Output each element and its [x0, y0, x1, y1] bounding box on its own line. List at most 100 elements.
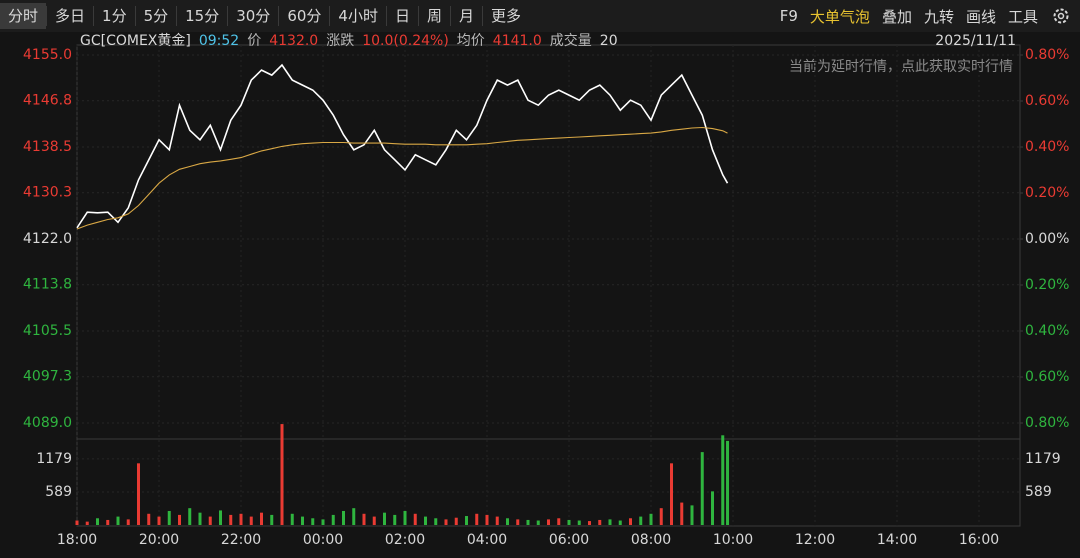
period-tab[interactable]: 周	[417, 6, 450, 26]
symbol: GC[COMEX黄金]	[80, 32, 191, 49]
y-tick-label: 4155.0	[23, 47, 72, 63]
tool-button[interactable]: F9	[779, 7, 798, 25]
delay-notice[interactable]: 当前为延时行情，点此获取实时行情	[789, 58, 1013, 75]
volume-bar	[106, 519, 110, 525]
volume-bar	[137, 463, 140, 525]
volume-tick-label-right: 1179	[1025, 451, 1061, 467]
volume-bar	[475, 513, 479, 525]
y2-tick-label: 0.20%	[1025, 185, 1069, 201]
tool-button[interactable]: 画线	[965, 7, 996, 26]
time: 09:52	[199, 33, 239, 49]
volume-bar	[598, 519, 602, 525]
period-tab[interactable]: 30分	[227, 6, 278, 26]
volume-bar	[516, 519, 520, 525]
y-tick-label: 4146.8	[23, 93, 72, 109]
volume-bar	[629, 518, 632, 525]
volume-bar	[588, 521, 591, 525]
volume-bar	[413, 513, 417, 525]
y2-tick-label: 0.20%	[1025, 277, 1069, 293]
volume-bar	[424, 516, 427, 525]
x-tick-label: 20:00	[139, 532, 179, 548]
y-tick-label: 4138.5	[23, 139, 72, 155]
tool-button[interactable]: 大单气泡	[809, 7, 870, 26]
volume-bar	[321, 519, 325, 525]
period-tab[interactable]: 多日	[46, 6, 93, 26]
period-tab[interactable]: 1分	[93, 6, 135, 26]
volume-bar	[618, 520, 622, 525]
y2-tick-label: 0.80%	[1025, 415, 1069, 431]
volume-bar	[670, 463, 673, 525]
volume-bar	[249, 516, 253, 525]
volume-bar	[372, 516, 376, 525]
price-label: 价	[247, 33, 261, 49]
y-tick-label: 4097.3	[23, 369, 72, 385]
period-tab[interactable]: 分时	[0, 3, 47, 29]
settings-icon[interactable]	[1050, 5, 1072, 27]
change-label: 涨跌	[326, 33, 354, 49]
volume-bar	[383, 512, 386, 525]
x-tick-label: 16:00	[959, 532, 999, 548]
volume-bar	[680, 502, 684, 525]
period-tab[interactable]: 60分	[278, 6, 329, 26]
volume-bar	[434, 518, 438, 525]
period-tab[interactable]: 15分	[176, 6, 227, 26]
x-tick-label: 08:00	[631, 532, 671, 548]
x-tick-label: 06:00	[549, 532, 589, 548]
volume-bar	[239, 513, 243, 525]
volume-bar	[85, 521, 89, 525]
tool-button[interactable]: 叠加	[881, 7, 912, 26]
x-tick-label: 02:00	[385, 532, 425, 548]
tool-button[interactable]: 九转	[923, 7, 954, 26]
period-tab[interactable]: 5分	[134, 6, 177, 26]
x-tick-label: 22:00	[221, 532, 261, 548]
volume-bar	[495, 516, 499, 525]
volume-bar	[229, 514, 233, 525]
volume-bar	[219, 510, 222, 525]
y2-tick-label: 0.80%	[1025, 47, 1069, 63]
volume-bar	[280, 424, 284, 525]
tool-button[interactable]: 工具	[1007, 7, 1038, 26]
volume-bar	[96, 518, 99, 525]
y-tick-label: 4089.0	[23, 415, 72, 431]
price: 4132.0	[269, 33, 318, 49]
volume-bar	[126, 519, 130, 525]
volume-bar	[362, 513, 366, 525]
tools: F9 大单气泡 叠加 九转 画线 工具	[774, 0, 1050, 32]
volume-bar	[116, 516, 120, 525]
avg-price: 4141.0	[493, 33, 542, 49]
volume-bar	[301, 516, 304, 525]
volume-tick-label: 1179	[36, 451, 72, 467]
volume-bar	[331, 514, 335, 525]
volume-bar	[526, 519, 530, 525]
period-tab[interactable]: 更多	[482, 6, 529, 26]
volume-bar	[726, 440, 730, 525]
volume-bar	[690, 505, 694, 525]
volume-bar	[700, 452, 704, 525]
volume-bar	[178, 514, 181, 525]
y2-tick-label: 0.60%	[1025, 369, 1069, 385]
volume-bar	[290, 513, 294, 525]
volume-tick-label: 589	[45, 484, 72, 500]
volume-bar	[260, 512, 263, 525]
avg-label: 均价	[457, 33, 485, 49]
period-tabs: 分时 多日 1分 5分 15分 30分 60分 4小时日周月更多	[0, 0, 529, 32]
toolbar: 分时 多日 1分 5分 15分 30分 60分 4小时日周月更多 F9 大单气泡 叠加 九转 画线 工具	[0, 0, 1080, 32]
volume-bar	[659, 508, 663, 525]
volume-bar	[547, 519, 550, 525]
period-tab[interactable]: 日	[385, 6, 418, 26]
y2-tick-label: 0.40%	[1025, 323, 1069, 339]
period-tab[interactable]: 月	[449, 6, 482, 26]
volume-bar	[208, 516, 212, 525]
y-tick-label: 4113.8	[23, 277, 72, 293]
volume-bar	[639, 516, 643, 525]
price-line	[76, 63, 729, 229]
x-tick-label: 18:00	[57, 532, 97, 548]
volume: 20	[600, 33, 618, 49]
volume-bar	[649, 513, 653, 525]
volume-label: 成交量	[550, 32, 592, 49]
volume-bar	[198, 512, 202, 525]
volume-bar	[608, 519, 612, 525]
date: 2025/11/11	[935, 33, 1016, 49]
period-tab[interactable]: 4小时	[329, 6, 386, 26]
